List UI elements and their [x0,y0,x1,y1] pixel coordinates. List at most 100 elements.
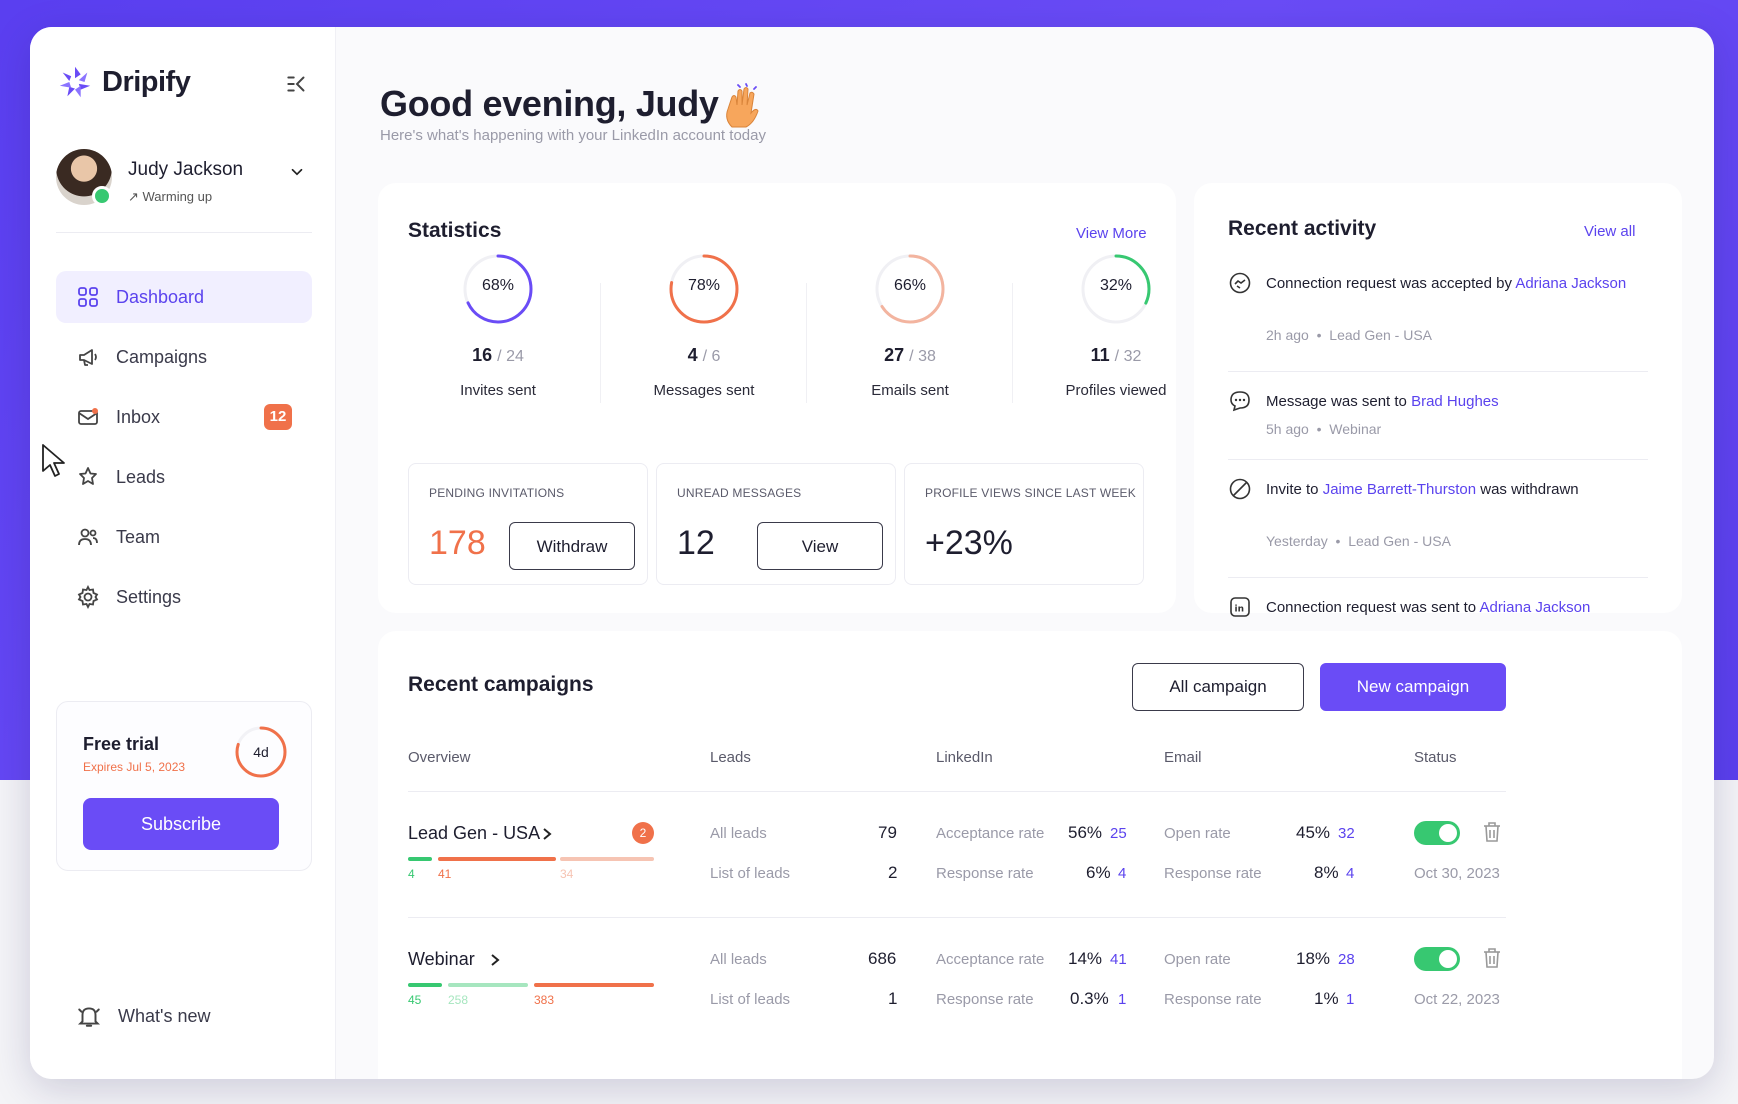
stat-value: 4 [687,345,698,365]
unread-messages-box: UNREAD MESSAGES 12 View [656,463,896,585]
column-header-leads: Leads [710,749,751,766]
activity-text-a: Connection request was accepted by [1266,275,1516,292]
divider [600,283,601,403]
sidebar-item-campaigns[interactable]: Campaigns [56,331,312,383]
stat-messages: 78% 4 / 6 Messages sent [614,253,794,399]
activity-item: Invite to Jaime Barrett-Thurston was wit… [1228,477,1648,567]
campaign-status-toggle[interactable] [1414,821,1460,845]
withdraw-button[interactable]: Withdraw [509,522,635,570]
message-icon [1230,391,1250,412]
ban-icon [1229,478,1251,500]
email-response-label: Response rate [1164,991,1262,1008]
activity-item: Message was sent to Brad Hughes 5h ago •… [1228,389,1648,449]
open-rate-value: 45% [1296,823,1331,842]
activity-title: Recent activity [1228,217,1377,240]
bar-label: 41 [438,867,452,881]
sidebar-item-dashboard[interactable]: Dashboard [56,271,312,323]
stat-label: Emails sent [871,382,949,399]
sidebar-item-settings[interactable]: Settings [56,571,312,623]
stat-percent: 78% [687,277,721,294]
handshake-icon [1229,272,1251,294]
pending-label: PENDING INVITATIONS [429,486,565,500]
user-profile[interactable]: Judy Jackson ↗ Warming up [56,149,312,209]
view-more-link[interactable]: View More [1076,225,1147,242]
stat-emails: 66% 27 / 38 Emails sent [820,253,1000,399]
sidebar-nav: Dashboard Campaigns Inbox 12 [56,271,312,631]
bar-label: 383 [534,993,555,1007]
megaphone-icon [79,349,97,366]
whats-new-link[interactable]: What's new [76,1003,210,1029]
chevron-down-icon[interactable] [288,163,306,181]
campaign-date: Oct 22, 2023 [1414,991,1500,1008]
stat-count: 16 / 24 [408,345,588,366]
open-rate-label: Open rate [1164,951,1231,968]
activity-text-a: Message was sent to [1266,393,1412,410]
activity-person-link[interactable]: Adriana Jackson [1479,599,1591,616]
profile-views-box: PROFILE VIEWS SINCE LAST WEEK +23% [904,463,1144,585]
email-response-value: 8% [1314,863,1339,882]
email-response-value: 1% [1314,989,1339,1008]
campaign-name-link[interactable]: Lead Gen - USA [408,823,541,843]
stat-value: 16 [472,345,493,365]
chevron-right-icon[interactable] [488,953,502,967]
logo[interactable]: Dripify [56,63,191,101]
trash-icon[interactable] [1482,947,1502,969]
activity-text: Message was sent to Brad Hughes [1266,389,1646,414]
progress-bar-green [408,857,432,861]
campaigns-title: Recent campaigns [408,673,594,696]
activity-person-link[interactable]: Brad Hughes [1411,393,1499,410]
acceptance-rate-value: 56% [1068,823,1103,842]
new-campaign-button[interactable]: New campaign [1320,663,1506,711]
activity-time: 2h ago [1266,327,1309,343]
stat-label: Invites sent [460,382,536,399]
subscribe-button[interactable]: Subscribe [83,798,279,850]
stat-total: / 6 [702,348,721,365]
response-rate-value: 6% [1086,863,1111,882]
divider [1012,283,1013,403]
linkedin-icon: in [1230,597,1250,617]
view-all-link[interactable]: View all [1584,223,1636,240]
stat-value: 27 [884,345,905,365]
sidebar-item-team[interactable]: Team [56,511,312,563]
campaign-status-toggle[interactable] [1414,947,1460,971]
progress-bar-peach [560,857,654,861]
acceptance-rate-label: Acceptance rate [936,825,1045,842]
activity-person-link[interactable]: Adriana Jackson [1515,275,1627,292]
response-rate-value: 0.3% [1070,989,1109,1008]
activity-item: in Connection request was sent to Adrian… [1228,595,1648,617]
stat-count: 4 / 6 [614,345,794,366]
progress-bar-orange [438,857,556,861]
all-leads-label: All leads [710,951,767,968]
sidebar-item-leads[interactable]: Leads [56,451,312,503]
divider [1228,577,1648,578]
activity-meta: 5h ago • Webinar [1266,421,1382,437]
stat-label: Messages sent [653,382,755,399]
response-rate-label: Response rate [936,865,1034,882]
activity-campaign: Lead Gen - USA [1329,327,1433,343]
activity-person-link[interactable]: Jaime Barrett-Thurston [1322,481,1477,498]
notification-badge: 2 [632,822,654,844]
campaign-name-link[interactable]: Webinar [408,949,475,969]
trash-icon[interactable] [1482,821,1502,843]
divider [1228,371,1648,372]
svg-text:in: in [1235,605,1245,615]
trial-expiry: Expires Jul 5, 2023 [83,760,186,774]
open-rate-value: 18% [1296,949,1331,968]
stat-invites: 68% 16 / 24 Invites sent [408,253,588,399]
sidebar-item-inbox[interactable]: Inbox 12 [56,391,312,443]
stat-percent: 32% [1099,277,1133,294]
all-campaign-button[interactable]: All campaign [1132,663,1304,711]
page-subtitle: Here's what's happening with your Linked… [380,127,766,144]
column-header-email: Email [1164,749,1202,766]
online-status-icon [92,186,112,206]
chevron-right-icon[interactable] [540,827,554,841]
acceptance-rate-value: 14% [1068,949,1103,968]
app-window: Dripify Judy Jackson ↗ Warming up Dash [30,27,1714,1079]
collapse-sidebar-icon[interactable] [284,71,310,97]
activity-time: 5h ago [1266,421,1309,437]
column-header-overview: Overview [408,749,471,766]
waving-hand-icon [726,83,759,128]
recent-activity-card: Recent activity View all Connection requ… [1194,183,1682,617]
view-messages-button[interactable]: View [757,522,883,570]
sidebar-item-label: Inbox [116,406,161,427]
